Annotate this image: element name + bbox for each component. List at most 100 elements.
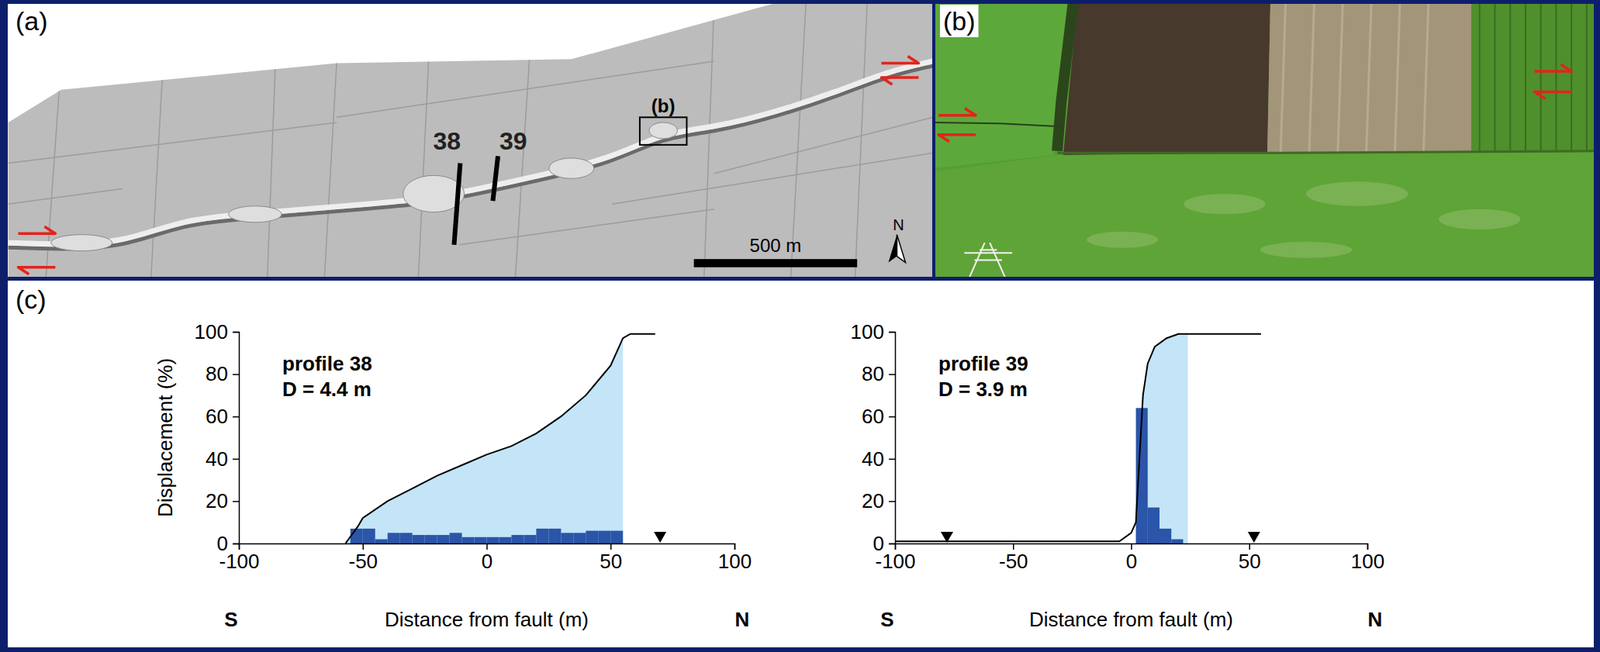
y-tick-label: 40 <box>205 447 229 471</box>
y-tick: 80 <box>861 362 896 386</box>
crop-field <box>1471 3 1594 152</box>
x-tick-label: -50 <box>348 549 378 574</box>
y-tick-label: 20 <box>861 489 885 513</box>
x-tick-mark <box>362 543 365 550</box>
slip-arrow <box>938 134 976 142</box>
x-tick-label: 100 <box>1351 549 1385 574</box>
cumulative-line <box>895 334 1262 543</box>
pylon <box>979 248 997 251</box>
grass-patch <box>1438 209 1521 230</box>
y-tick-label: 0 <box>217 532 229 556</box>
field-edge <box>1057 151 1594 154</box>
y-tick: 80 <box>205 362 239 386</box>
plot-area <box>345 334 667 544</box>
field-boundary <box>8 122 338 164</box>
slip-arrow <box>1534 64 1572 72</box>
x-axis: -100-50050100 <box>874 543 1385 574</box>
pressure-ridge <box>549 158 595 179</box>
x-axis: -100-50050100 <box>218 543 752 574</box>
background <box>0 0 1600 652</box>
y-tick: 40 <box>205 447 239 471</box>
crop-row <box>1479 3 1481 152</box>
grass-patch <box>1183 193 1265 215</box>
y-tick-label: 80 <box>861 362 885 386</box>
x-tick-mark <box>1367 543 1369 550</box>
y-axis: 020406080100 <box>194 320 240 556</box>
panel-letter-group: (c) <box>15 284 47 315</box>
left-field <box>935 3 1072 169</box>
crop-row <box>1524 3 1527 152</box>
fault-trace <box>8 61 933 245</box>
direction-label: S <box>880 608 894 632</box>
x-axis-line <box>239 544 736 551</box>
x-tick: -50 <box>348 543 378 574</box>
slip-arrow <box>1534 91 1572 99</box>
histogram-bar <box>1171 539 1183 544</box>
histogram-bar <box>400 532 413 544</box>
histogram-bar <box>387 532 401 544</box>
histogram-bar <box>425 535 438 544</box>
field-boundary <box>418 61 429 277</box>
direction-label: S <box>224 608 238 632</box>
chart-subtitle: D = 3.9 m <box>938 377 1028 401</box>
y-tick-mark <box>232 331 239 334</box>
x-tick-label: 100 <box>718 549 752 574</box>
fault-shadow <box>8 65 933 249</box>
y-tick-mark <box>232 543 239 546</box>
pressure-ridge <box>228 206 282 223</box>
field-boundary <box>267 61 277 277</box>
histogram-bar <box>535 528 549 544</box>
histogram-bar <box>548 528 561 544</box>
x-tick-mark <box>1130 543 1133 550</box>
y-tick: 40 <box>861 447 896 471</box>
soil-streak <box>1366 3 1372 153</box>
x-tick: 50 <box>1238 543 1262 574</box>
y-tick: 60 <box>861 404 896 429</box>
panel-letter: (a) <box>15 6 49 36</box>
plot-area <box>895 334 1262 544</box>
figure: 3839(b)500 mN(a)(b)(c)-100-5005010002040… <box>0 0 1600 652</box>
slip-arrow <box>17 267 56 275</box>
histogram-bar <box>498 537 512 544</box>
zone-limit-marker <box>653 532 667 543</box>
y-tick: 0 <box>217 532 239 556</box>
histogram-bar <box>1147 507 1160 544</box>
field-boundary <box>514 41 531 277</box>
soil-streak <box>1337 3 1344 153</box>
field-boundary <box>336 61 715 118</box>
soil-streak <box>1280 3 1286 153</box>
x-tick: 0 <box>481 543 493 574</box>
field-boundary <box>324 61 337 277</box>
x-tick-mark <box>734 543 737 550</box>
x-tick-label: 0 <box>1126 549 1137 574</box>
histogram-bar <box>462 537 475 544</box>
y-tick-label: 0 <box>873 532 885 556</box>
slip-arrow <box>17 226 56 234</box>
x-axis-title: Distance from fault (m) <box>1029 608 1234 632</box>
chart-title: profile 38 <box>282 352 373 376</box>
chart-subtitle: D = 4.4 m <box>282 377 372 401</box>
direction-label: N <box>735 608 750 632</box>
x-tick-label: 50 <box>1238 549 1262 574</box>
histogram-bar <box>1159 528 1172 544</box>
histogram-bar <box>350 528 363 544</box>
y-tick-label: 60 <box>205 404 229 429</box>
histogram-bar <box>610 531 623 544</box>
histogram-bar <box>560 532 574 544</box>
north-arrow <box>888 234 897 263</box>
crop-row <box>1509 3 1511 152</box>
brown-field <box>1063 3 1271 156</box>
chart-panel <box>7 280 1594 648</box>
x-tick-mark <box>1012 543 1015 550</box>
histogram-bar <box>585 531 598 544</box>
y-tick: 60 <box>205 404 239 429</box>
crop-row <box>1493 3 1496 152</box>
x-tick: 100 <box>1351 543 1385 574</box>
y-tick-mark <box>888 459 896 461</box>
cumulative-line <box>345 334 655 544</box>
histogram-bar <box>437 535 450 544</box>
histogram-bar <box>597 531 611 544</box>
x-axis-line <box>895 544 1369 551</box>
slip-arrow <box>938 108 976 116</box>
panel-letter: (b) <box>943 6 976 36</box>
